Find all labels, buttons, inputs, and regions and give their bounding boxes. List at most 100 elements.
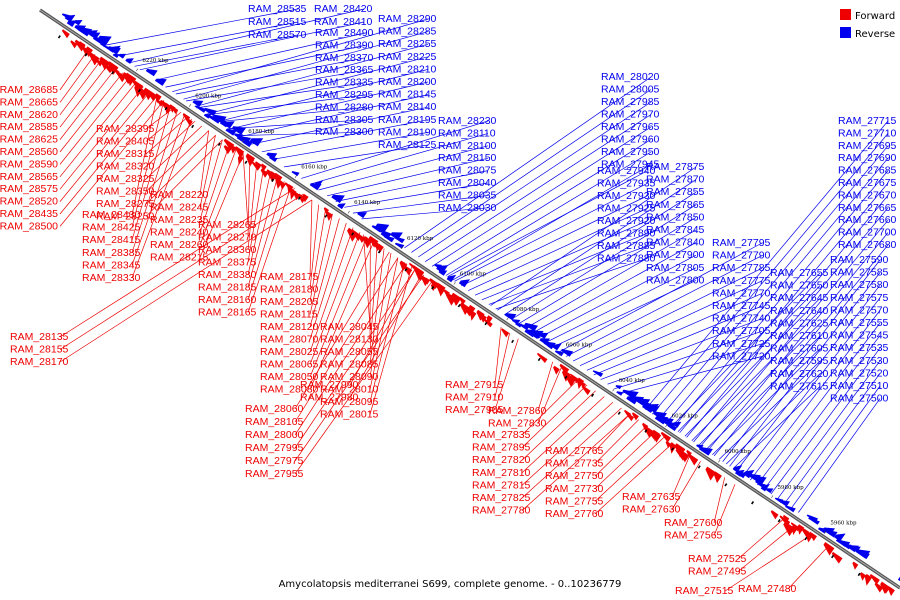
- kbp-tick-label: 6060 kbp: [566, 343, 593, 349]
- reverse-gene-connector: [531, 242, 697, 334]
- reverse-gene-feature: [383, 235, 395, 243]
- forward-gene-feature: [70, 40, 78, 49]
- forward-gene-connector: [671, 454, 691, 498]
- forward-gene-feature: [90, 54, 99, 66]
- forward-gene-feature: [626, 412, 635, 422]
- axis-marker: [57, 35, 61, 39]
- reverse-gene-label: RAM_28280: [315, 101, 374, 113]
- reverse-gene-label: RAM_27605: [770, 343, 829, 355]
- forward-gene-connector: [131, 105, 172, 241]
- forward-gene-label: RAM_27525: [688, 553, 747, 565]
- forward-gene-feature: [874, 582, 884, 593]
- reverse-gene-label: RAM_27720: [712, 350, 771, 362]
- forward-gene-label: RAM_28065: [260, 359, 319, 371]
- forward-gene-label: RAM_27750: [545, 470, 604, 482]
- forward-gene-connector: [787, 546, 829, 590]
- kbp-tick: [347, 210, 350, 214]
- reverse-gene-connector: [756, 322, 881, 486]
- kbp-tick: [612, 388, 615, 392]
- axis-marker: [271, 178, 275, 182]
- kbp-tick: [188, 104, 192, 107]
- reverse-gene-feature: [155, 78, 167, 86]
- reverse-gene-label: RAM_27745: [712, 300, 771, 312]
- forward-gene-label: RAM_28205: [260, 296, 319, 308]
- forward-gene-feature: [791, 524, 798, 535]
- forward-gene-feature: [424, 277, 431, 285]
- forward-gene-feature: [797, 524, 805, 535]
- forward-gene-label: RAM_28430: [82, 209, 141, 221]
- forward-gene-feature: [325, 211, 333, 221]
- forward-gene-label: RAM_28155: [10, 344, 69, 356]
- gene-labels: RAM_28535RAM_28515RAM_28570RAM_28420RAM_…: [0, 3, 897, 597]
- label-connector-lines: [59, 8, 889, 592]
- kbp-tick-label: 6220 kbp: [142, 58, 169, 64]
- axis-highlight: [39, 9, 900, 589]
- forward-gene-label: RAM_28160: [198, 294, 257, 306]
- forward-gene-label: RAM_28120: [260, 321, 319, 333]
- reverse-gene-label: RAM_28075: [438, 165, 497, 177]
- forward-gene-connector: [247, 162, 258, 251]
- kbp-tick-label: 6080 kbp: [513, 307, 540, 313]
- forward-gene-label: RAM_28380: [198, 269, 257, 281]
- forward-gene-connector: [145, 134, 216, 205]
- reverse-gene-label: RAM_27545: [830, 330, 889, 342]
- reverse-gene-label: RAM_27890: [597, 228, 656, 240]
- forward-gene-feature: [804, 530, 814, 543]
- forward-gene-connector: [242, 153, 249, 226]
- reverse-gene-connector: [700, 219, 889, 447]
- reverse-gene-label: RAM_27770: [712, 287, 771, 299]
- kbp-tick-label: 6020 kbp: [672, 414, 699, 420]
- forward-gene-label: RAM_28415: [82, 234, 141, 246]
- forward-gene-feature: [251, 161, 261, 171]
- reverse-gene-connector: [175, 57, 366, 95]
- forward-gene-feature: [770, 510, 779, 520]
- axis-marker: [751, 501, 755, 505]
- forward-gene-label: RAM_28080: [260, 384, 319, 396]
- forward-gene-connector: [521, 390, 596, 461]
- reverse-gene-label: RAM_27690: [838, 152, 897, 164]
- forward-gene-label: RAM_27630: [622, 504, 681, 516]
- reverse-gene-feature: [560, 348, 574, 357]
- reverse-gene-label: RAM_27625: [770, 317, 829, 329]
- forward-gene-label: RAM_28180: [260, 284, 319, 296]
- forward-gene-connector: [59, 81, 137, 178]
- reverse-gene-connector: [438, 139, 652, 272]
- forward-gene-feature: [713, 471, 722, 484]
- reverse-gene-connector: [586, 293, 763, 371]
- reverse-gene-connector: [217, 69, 429, 123]
- reverse-gene-label: RAM_28110: [438, 127, 496, 139]
- forward-gene-label: RAM_28175: [260, 271, 319, 283]
- forward-gene-connector: [309, 236, 368, 378]
- kbp-tick-label: 6200 kbp: [195, 94, 222, 100]
- reverse-gene-feature: [850, 546, 861, 553]
- reverse-gene-feature: [458, 279, 470, 288]
- reverse-gene-label: RAM_27945: [601, 159, 660, 171]
- reverse-gene-label: RAM_27725: [712, 338, 771, 350]
- forward-gene-label: RAM_27835: [472, 429, 531, 441]
- forward-gene-label: RAM_28215: [150, 252, 209, 264]
- reverse-gene-label: RAM_28020: [601, 71, 660, 83]
- reverse-gene-connector: [770, 347, 881, 495]
- forward-gene-label: RAM_27915: [445, 379, 504, 391]
- reverse-gene-connector: [545, 267, 697, 343]
- forward-gene-feature: [887, 586, 895, 596]
- forward-gene-label: RAM_28010: [320, 384, 379, 396]
- reverse-gene-label: RAM_27570: [830, 304, 889, 316]
- reverse-gene-connector: [511, 204, 697, 320]
- reverse-gene-feature: [436, 265, 449, 274]
- reverse-gene-feature: [112, 53, 120, 58]
- reverse-gene-feature: [203, 114, 212, 119]
- reverse-gene-connector: [732, 386, 821, 469]
- forward-gene-feature: [298, 193, 306, 204]
- forward-gene-label: RAM_28405: [96, 136, 155, 148]
- reverse-gene-label: RAM_27675: [838, 177, 897, 189]
- forward-gene-connector: [537, 361, 554, 412]
- reverse-gene-connector: [784, 373, 881, 504]
- forward-gene-connector: [724, 534, 811, 592]
- reverse-gene-connector: [495, 258, 648, 310]
- reverse-gene-label: RAM_27535: [830, 342, 889, 354]
- forward-gene-connector: [294, 280, 433, 475]
- reverse-gene-connector: [763, 335, 881, 490]
- forward-gene-connector: [247, 167, 265, 263]
- forward-gene-feature: [783, 514, 790, 523]
